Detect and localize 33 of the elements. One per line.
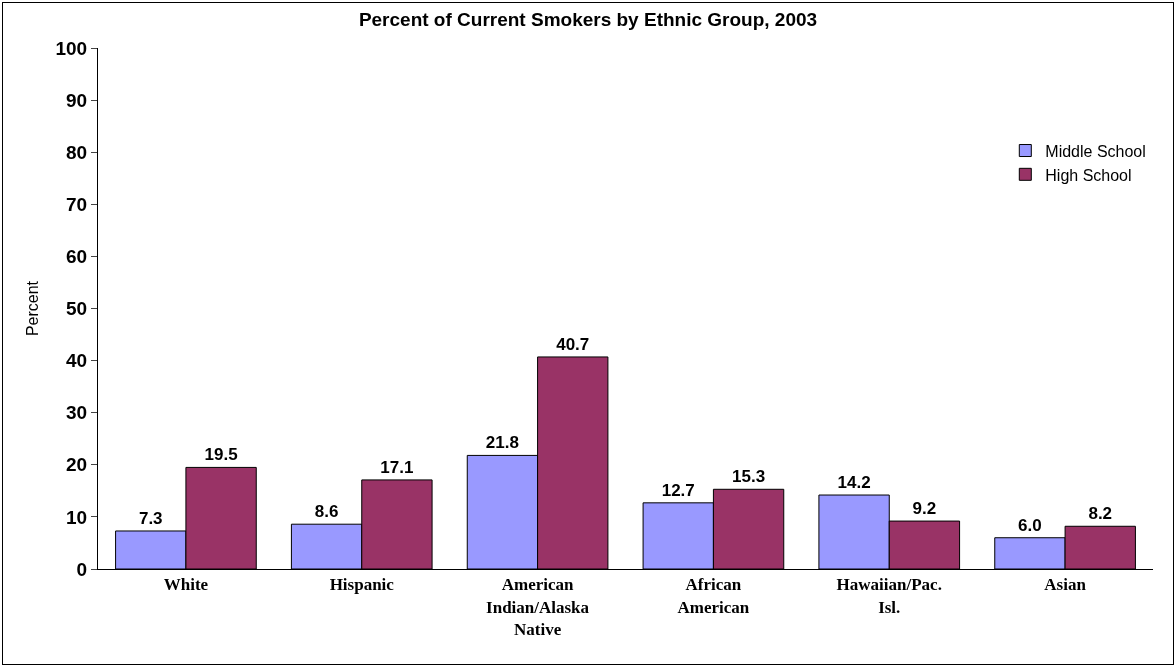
data-label: 21.8 bbox=[485, 433, 519, 453]
y-tick-label: 100 bbox=[55, 37, 88, 59]
y-tick-label: 80 bbox=[66, 141, 88, 163]
data-label: 12.7 bbox=[661, 480, 695, 500]
y-tick-label: 50 bbox=[66, 298, 88, 320]
data-label: 7.3 bbox=[138, 508, 163, 528]
x-tick-label: Hispanic bbox=[329, 575, 395, 595]
y-tick-label: 40 bbox=[66, 350, 88, 372]
data-label: 40.7 bbox=[556, 334, 590, 354]
y-tick-label: 90 bbox=[66, 89, 88, 111]
legend-label: Middle School bbox=[1045, 142, 1146, 160]
legend-label: High School bbox=[1045, 166, 1132, 184]
data-label: 15.3 bbox=[732, 467, 766, 487]
data-label: 9.2 bbox=[912, 499, 937, 519]
data-label: 14.2 bbox=[837, 473, 871, 493]
x-tick-label: African American bbox=[677, 575, 750, 617]
y-tick-label: 30 bbox=[66, 402, 88, 424]
x-tick-label: Asian bbox=[1044, 575, 1087, 595]
x-tick-label: Hawaiian/Pac. Isl. bbox=[836, 575, 942, 617]
y-tick-label: 70 bbox=[66, 193, 88, 215]
x-tick-label: White bbox=[163, 575, 209, 595]
chart-title: Percent of Current Smokers by Ethnic Group, 2003 bbox=[358, 9, 818, 31]
y-tick-label: 10 bbox=[66, 506, 88, 528]
data-label: 19.5 bbox=[204, 445, 238, 465]
data-label: 17.1 bbox=[380, 457, 414, 477]
data-label: 6.0 bbox=[1018, 515, 1042, 535]
y-tick-label: 20 bbox=[66, 454, 88, 476]
y-tick-label: 60 bbox=[66, 246, 88, 268]
y-axis-title: Percent bbox=[24, 280, 42, 337]
x-tick-label: American Indian/Alaska Native bbox=[486, 575, 590, 639]
data-label: 8.6 bbox=[314, 502, 339, 522]
data-label: 8.2 bbox=[1088, 504, 1113, 524]
y-tick-label: 0 bbox=[76, 558, 88, 580]
